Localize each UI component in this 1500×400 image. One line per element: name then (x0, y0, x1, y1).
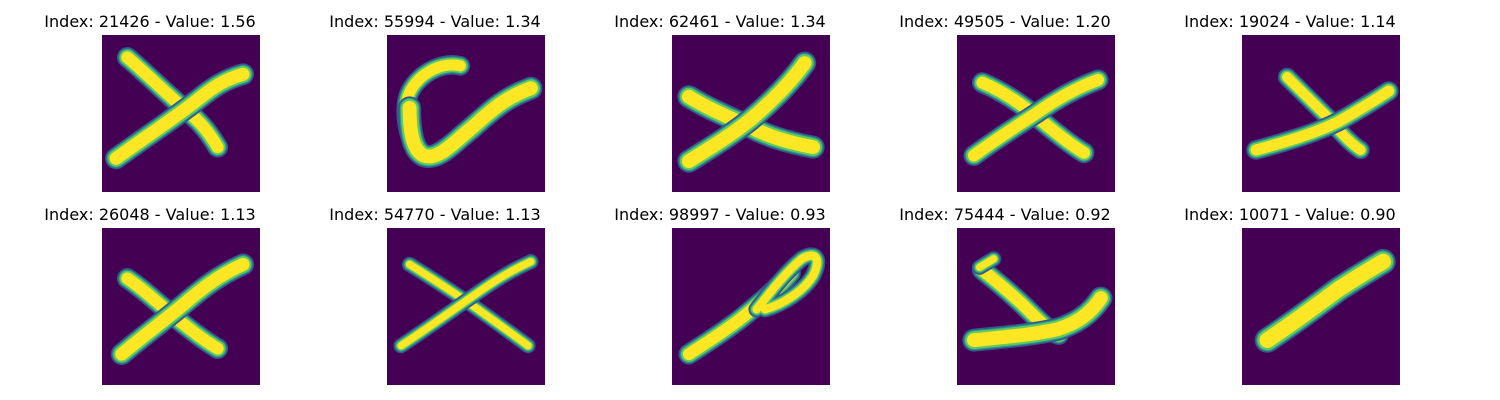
digit-image-diagonal-stroke (1242, 228, 1400, 385)
glyph-stroke-1-layer-3 (397, 257, 535, 350)
image-panel: Index: 55994 - Value: 1.34 (285, 0, 585, 192)
glyph-stroke-1-layer-3 (966, 291, 1108, 348)
digit-image-x-shape (102, 228, 260, 385)
panel-title: Index: 62461 - Value: 1.34 (614, 12, 826, 31)
glyph-stroke-2-layer-3 (975, 255, 998, 271)
digit-image-y-shape (957, 228, 1115, 385)
image-panel: Index: 19024 - Value: 1.14 (1140, 0, 1440, 192)
image-panel: Index: 21426 - Value: 1.56 (0, 0, 300, 192)
image-panel: Index: 54770 - Value: 1.13 (285, 193, 585, 385)
glyph-stroke-1-layer-3 (752, 251, 822, 314)
digit-image-x-shape (1242, 35, 1400, 192)
image-panel: Index: 62461 - Value: 1.34 (570, 0, 870, 192)
glyph-stroke-1-layer-3 (681, 56, 812, 169)
panel-title: Index: 21426 - Value: 1.56 (44, 12, 256, 31)
panel-title: Index: 26048 - Value: 1.13 (44, 205, 256, 224)
glyph-stroke-1-layer-3 (402, 81, 538, 164)
glyph-stroke-0-layer-3 (1259, 253, 1391, 348)
digit-image-x-shape (102, 35, 260, 192)
image-panel: Index: 75444 - Value: 0.92 (855, 193, 1155, 385)
glyph-stroke-1-layer-3 (109, 67, 250, 165)
glyph-stroke-1-layer-3 (115, 257, 250, 361)
glyph-stroke-1-layer-3 (967, 73, 1105, 162)
image-panel: Index: 10071 - Value: 0.90 (1140, 193, 1440, 385)
panel-title: Index: 98997 - Value: 0.93 (614, 205, 826, 224)
digit-image-v-shape (387, 35, 545, 192)
panel-title: Index: 54770 - Value: 1.13 (329, 205, 541, 224)
panel-title: Index: 55994 - Value: 1.34 (329, 12, 541, 31)
panel-title: Index: 10071 - Value: 0.90 (1184, 205, 1396, 224)
digit-image-x-shape (387, 228, 545, 385)
image-panel: Index: 26048 - Value: 1.13 (0, 193, 300, 385)
panel-title: Index: 19024 - Value: 1.14 (1184, 12, 1396, 31)
digit-image-x-shape (957, 35, 1115, 192)
image-panel: Index: 49505 - Value: 1.20 (855, 0, 1155, 192)
image-panel: Index: 98997 - Value: 0.93 (570, 193, 870, 385)
digit-image-x-shape (672, 35, 830, 192)
glyph-stroke-1-layer-3 (1250, 85, 1395, 156)
digit-image-loop-stroke (672, 228, 830, 385)
panel-title: Index: 75444 - Value: 0.92 (899, 205, 1111, 224)
panel-title: Index: 49505 - Value: 1.20 (899, 12, 1111, 31)
